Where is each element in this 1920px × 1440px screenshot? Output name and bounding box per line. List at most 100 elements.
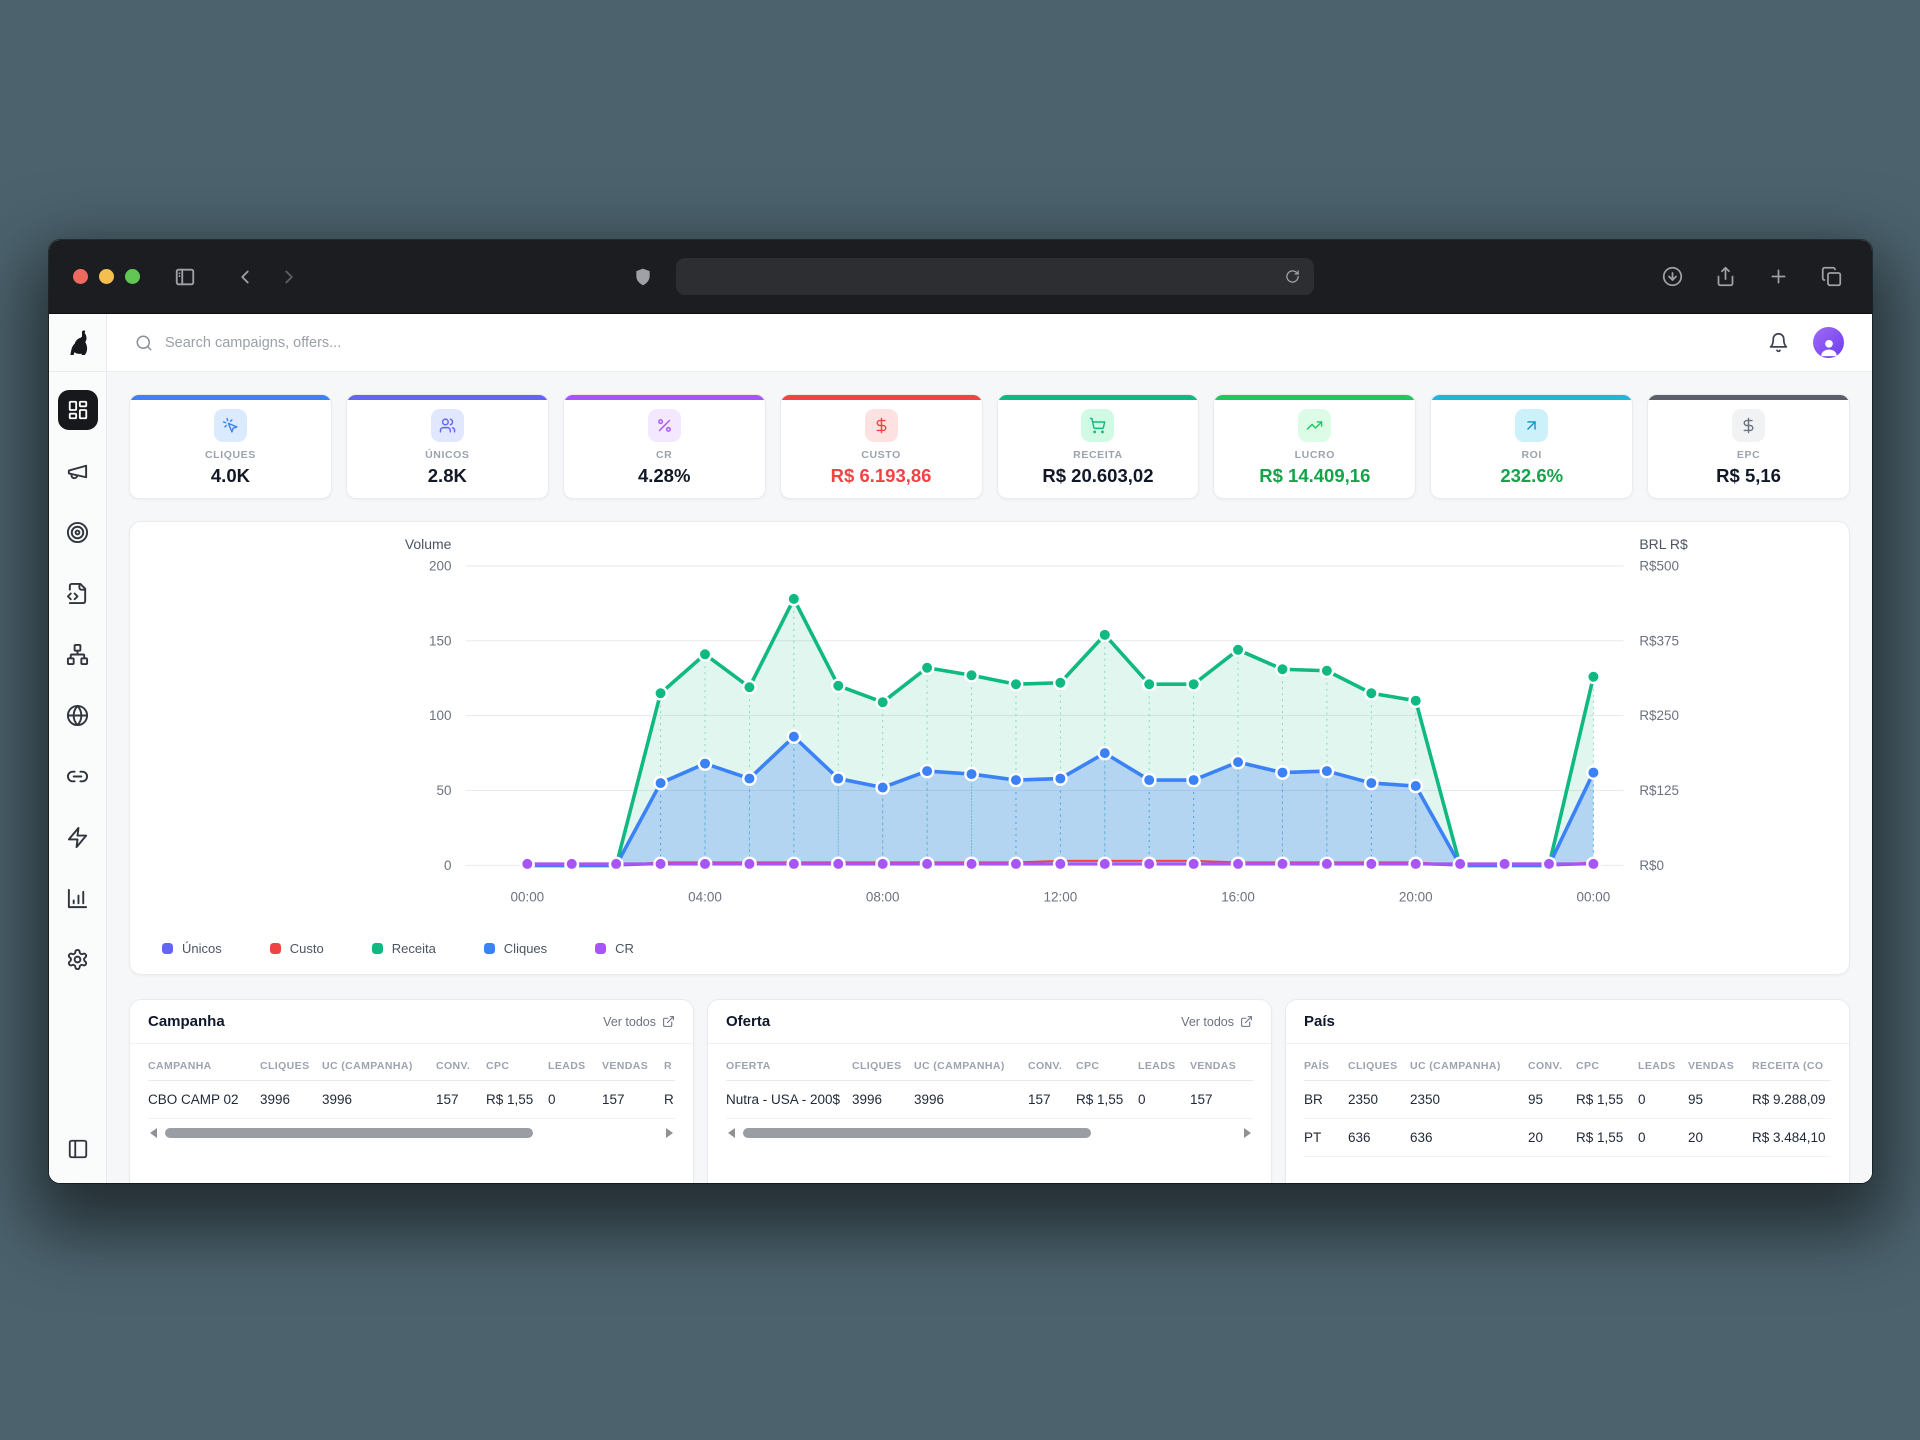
svg-text:Volume: Volume	[405, 536, 452, 552]
legend-item-receita[interactable]: Receita	[371, 941, 436, 956]
table-cell: R$ 1,55	[1576, 1130, 1624, 1146]
legend-swatch	[483, 943, 495, 955]
table-cell: 20	[1528, 1130, 1544, 1146]
zoom-window-button[interactable]	[125, 269, 140, 284]
sidebar-item-campaigns[interactable]	[58, 451, 98, 491]
window-controls	[73, 269, 140, 284]
svg-text:150: 150	[429, 633, 451, 648]
kpi-card-custo: CUSTO R$ 6.193,86	[779, 394, 983, 499]
dashboard-content: CLIQUES 4.0K ÚNICOS 2.8K CR 4.28% CUSTO …	[107, 372, 1872, 1183]
sidebar-item-links[interactable]	[58, 756, 98, 796]
sidebar-item-dashboard[interactable]	[57, 390, 98, 430]
horizontal-scrollbar[interactable]	[148, 1119, 675, 1139]
kpi-accent-bar	[1648, 395, 1849, 400]
sidebar-item-landers[interactable]	[58, 573, 98, 613]
table-cell: 0	[1638, 1092, 1646, 1108]
column-header: CLIQUES	[1348, 1060, 1398, 1073]
notifications-bell-icon[interactable]	[1768, 332, 1789, 353]
zap-icon	[66, 826, 89, 849]
table-body: CAMPANHA CLIQUES UC (CAMPANHA) CONV. CPC LEAD…	[130, 1044, 693, 1139]
external-link-icon	[662, 1015, 675, 1028]
kpi-label: ROI	[1521, 449, 1542, 461]
horizontal-scrollbar[interactable]	[726, 1119, 1253, 1139]
sidebar-item-offers[interactable]	[58, 512, 98, 552]
legend-swatch	[371, 943, 383, 955]
kpi-card-receita: RECEITA R$ 20.603,02	[996, 394, 1200, 499]
table-card-oferta: Oferta Ver todos OFERTA CLIQUES UC (CAMPAN…	[707, 999, 1272, 1183]
column-header: R	[664, 1060, 672, 1073]
percent-icon	[647, 409, 681, 442]
column-header: UC (CAMPANHA)	[1410, 1060, 1501, 1073]
table-cell: 0	[1638, 1130, 1646, 1146]
table-row: CBO CAMP 02 3996 3996 157 R$ 1,55 0 157 R	[148, 1081, 675, 1120]
table-header-row: CAMPANHA CLIQUES UC (CAMPANHA) CONV. CPC LEAD…	[148, 1050, 675, 1082]
kpi-card-cliques: CLIQUES 4.0K	[129, 394, 332, 499]
user-avatar[interactable]	[1813, 327, 1844, 358]
column-header: UC (CAMPANHA)	[322, 1060, 413, 1073]
privacy-shield-icon[interactable]	[626, 260, 660, 294]
kpi-label: CUSTO	[861, 449, 901, 461]
column-header: UC (CAMPANHA)	[914, 1060, 1005, 1073]
table-card-header: País	[1286, 1000, 1849, 1045]
dog-logo[interactable]	[49, 314, 106, 372]
scroll-right-arrow[interactable]	[1244, 1128, 1251, 1139]
column-header: CPC	[1576, 1060, 1600, 1073]
scroll-right-arrow[interactable]	[666, 1128, 673, 1139]
close-window-button[interactable]	[73, 269, 88, 284]
svg-text:R$375: R$375	[1639, 633, 1679, 648]
new-tab-icon[interactable]	[1761, 260, 1795, 294]
svg-text:R$500: R$500	[1639, 558, 1679, 573]
column-header: LEADS	[548, 1060, 586, 1073]
column-header: PAÍS	[1304, 1060, 1330, 1073]
reload-icon[interactable]	[1282, 267, 1302, 287]
legend-item-cr[interactable]: CR	[595, 941, 634, 956]
table-cell: 157	[602, 1092, 625, 1108]
svg-text:50: 50	[436, 783, 451, 798]
legend-item-custo[interactable]: Custo	[269, 941, 324, 956]
panel-collapse-icon[interactable]	[67, 1138, 89, 1183]
address-input[interactable]	[688, 268, 1282, 285]
kpi-value: R$ 5,16	[1716, 465, 1781, 486]
kpi-value: R$ 20.603,02	[1042, 465, 1154, 486]
scrollbar-track[interactable]	[741, 1128, 1238, 1139]
global-search[interactable]	[135, 334, 1754, 352]
downloads-icon[interactable]	[1655, 260, 1689, 294]
ver-todos-link[interactable]: Ver todos	[603, 1015, 675, 1029]
scroll-left-arrow[interactable]	[728, 1128, 735, 1139]
scroll-left-arrow[interactable]	[150, 1128, 157, 1139]
toolbar-right-icons	[1655, 260, 1848, 294]
table-cell: 157	[1028, 1092, 1051, 1108]
forward-icon[interactable]	[272, 260, 306, 294]
sidebar-item-domains[interactable]	[58, 695, 98, 735]
back-icon[interactable]	[228, 260, 262, 294]
table-body: OFERTA CLIQUES UC (CAMPANHA) CONV. CPC LEADS V…	[708, 1044, 1271, 1139]
sidebar-item-settings[interactable]	[58, 939, 98, 979]
legend-item-cliques[interactable]: Cliques	[483, 941, 547, 956]
address-bar[interactable]	[676, 258, 1314, 295]
scrollbar-thumb[interactable]	[165, 1128, 533, 1139]
tab-overview-icon[interactable]	[1814, 260, 1848, 294]
table-cell: 157	[436, 1092, 459, 1108]
svg-text:16:00: 16:00	[1221, 889, 1255, 904]
kpi-card-epc: EPC R$ 5,16	[1647, 394, 1850, 499]
dollar-icon	[864, 409, 898, 442]
share-icon[interactable]	[1708, 260, 1742, 294]
sidebar-toggle-icon[interactable]	[168, 260, 202, 294]
file-code-icon	[66, 582, 89, 605]
minimize-window-button[interactable]	[99, 269, 114, 284]
ver-todos-link[interactable]: Ver todos	[1181, 1015, 1253, 1029]
sidebar-item-flows[interactable]	[58, 634, 98, 674]
search-input[interactable]	[165, 334, 585, 351]
table-cell: R$ 1,55	[1076, 1092, 1124, 1108]
legend-item-únicos[interactable]: Únicos	[162, 941, 222, 956]
sidebar-item-automation[interactable]	[58, 817, 98, 857]
table-cell: 3996	[914, 1092, 945, 1108]
scrollbar-track[interactable]	[163, 1128, 660, 1139]
sidebar-item-reports[interactable]	[58, 878, 98, 918]
table-cell: 636	[1348, 1130, 1371, 1146]
table-cell: 95	[1528, 1092, 1544, 1108]
svg-text:100: 100	[429, 708, 451, 723]
svg-text:08:00: 08:00	[866, 889, 900, 904]
scrollbar-thumb[interactable]	[743, 1128, 1091, 1139]
svg-text:12:00: 12:00	[1044, 889, 1078, 904]
